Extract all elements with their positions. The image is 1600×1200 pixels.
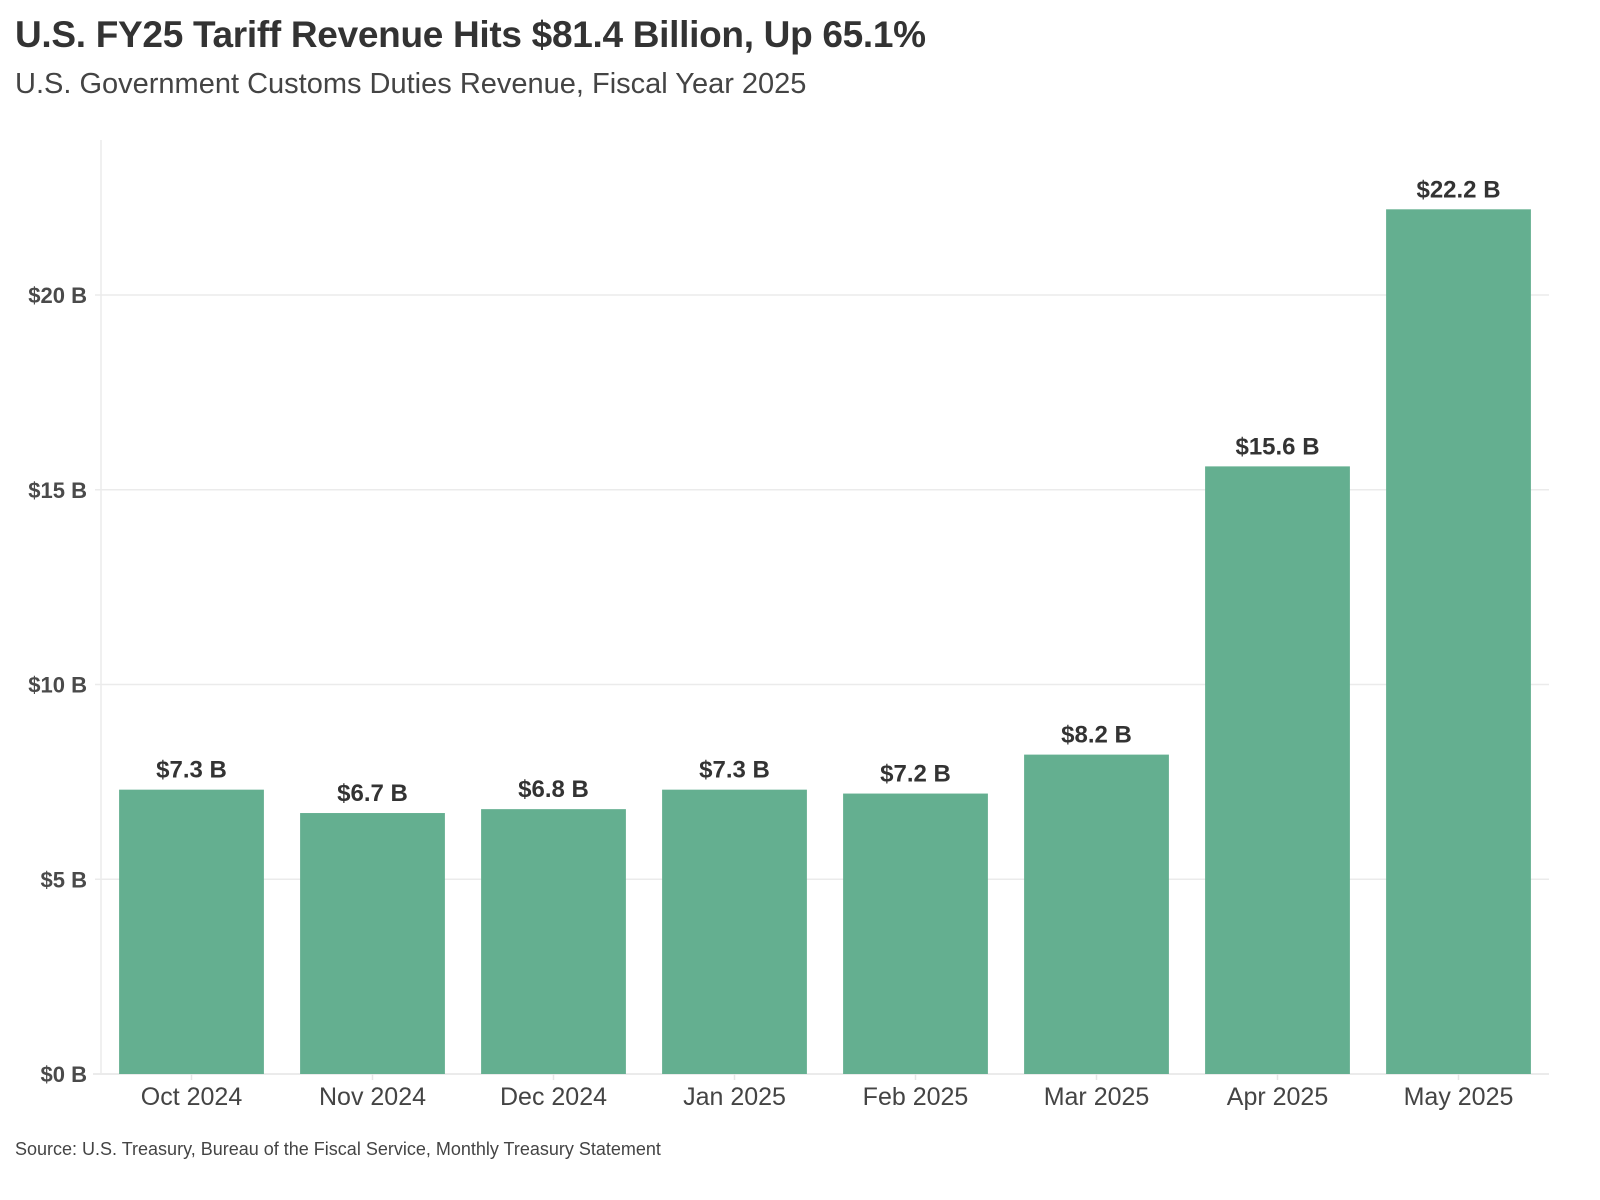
data-label: $15.6 B [1235, 433, 1319, 460]
data-label: $22.2 B [1416, 176, 1500, 203]
bar [300, 813, 445, 1074]
x-tick-label: Oct 2024 [141, 1083, 243, 1111]
bar [843, 793, 988, 1074]
data-label: $6.7 B [337, 780, 408, 807]
x-tick-label: Apr 2025 [1227, 1083, 1328, 1111]
data-label: $7.2 B [880, 761, 951, 788]
chart-subtitle: U.S. Government Customs Duties Revenue, … [15, 68, 807, 100]
y-tick-label: $15 B [28, 478, 87, 503]
bar [662, 789, 807, 1074]
x-tick-label: May 2025 [1404, 1083, 1514, 1111]
data-label: $6.8 B [518, 776, 589, 803]
bar [1205, 466, 1350, 1074]
data-labels: $7.3 B $6.7 B $6.8 B $7.3 B $7.2 B $8.2 B $15.… [156, 176, 1500, 807]
data-label: $7.3 B [699, 757, 770, 784]
bar [119, 789, 264, 1074]
data-label: $8.2 B [1061, 722, 1132, 749]
y-tick-label: $20 B [28, 283, 87, 308]
source-note: Source: U.S. Treasury, Bureau of the Fis… [15, 1139, 661, 1159]
x-tick-label: Mar 2025 [1044, 1083, 1150, 1111]
bar [1386, 209, 1531, 1074]
x-tick-label: Dec 2024 [500, 1083, 607, 1111]
x-tick-label: Feb 2025 [863, 1083, 969, 1111]
y-axis: $0 B $5 B $10 B $15 B $20 B [28, 283, 87, 1087]
y-tick-label: $10 B [28, 673, 87, 698]
y-tick-label: $5 B [41, 867, 87, 892]
x-axis: Oct 2024 Nov 2024 Dec 2024 Jan 2025 Feb 2025… [141, 1074, 1514, 1111]
bar [1024, 754, 1169, 1074]
y-tick-label: $0 B [41, 1062, 87, 1087]
bars [119, 209, 1531, 1074]
x-tick-label: Nov 2024 [319, 1083, 426, 1111]
chart-title: U.S. FY25 Tariff Revenue Hits $81.4 Bill… [15, 14, 926, 55]
x-tick-label: Jan 2025 [683, 1083, 786, 1111]
data-label: $7.3 B [156, 757, 227, 784]
bar [481, 809, 626, 1074]
